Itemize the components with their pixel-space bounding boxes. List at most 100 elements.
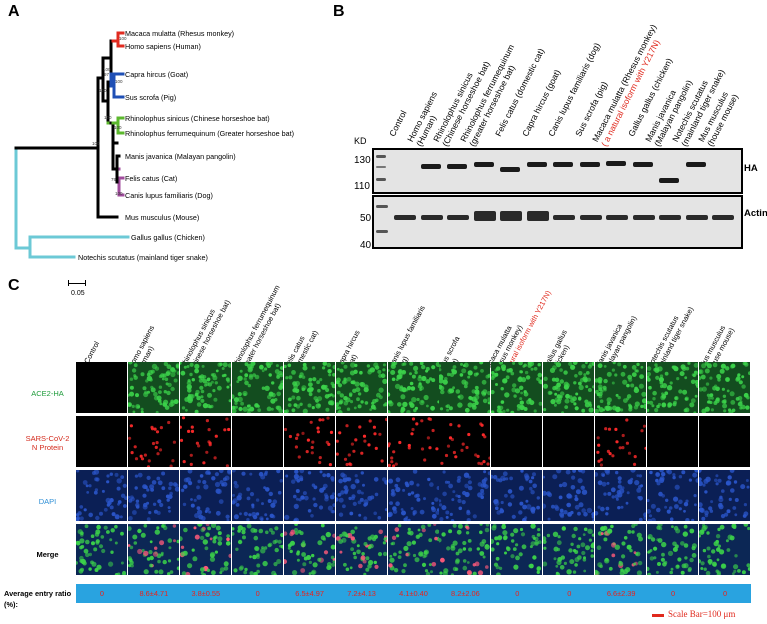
actin-band [659, 215, 681, 220]
if-image-texture [179, 416, 231, 467]
ladder-band [376, 166, 386, 168]
if-image-texture [127, 420, 176, 467]
ratio-bar: 0 8.6±4.71 3.8±0.55 0 6.5±4.97 7.2±4.13 4.1±0.… [76, 584, 751, 603]
entry-ratio-value: 4.1±0.40 [399, 589, 428, 598]
if-image-texture [335, 526, 387, 575]
if-image-tile [76, 416, 127, 467]
if-image-texture [491, 416, 542, 467]
if-image-tile [127, 362, 179, 413]
entry-ratio-value: 0 [99, 589, 105, 598]
tree-species-label: Gallus gallus (Chicken) [131, 233, 205, 242]
tree-scale-label: 0.05 [71, 290, 85, 297]
panel-label-c: C [8, 277, 20, 294]
tree-species-label: Manis javanica (Malayan pangolin) [125, 152, 236, 161]
bootstrap-value: 100 [92, 141, 100, 146]
blot-lane-label-line: Canis lupus familiaris (dog) [546, 41, 603, 138]
entry-ratio-value: 0 [255, 589, 260, 598]
phylogenetic-tree-panel: Macaca mulatta (Rhesus monkey) Homo sapi… [0, 0, 330, 300]
if-image-tile [439, 416, 491, 467]
if-image-texture [491, 470, 541, 521]
entry-ratio-value: 6.6±2.39 [606, 589, 636, 598]
if-image-tile [491, 470, 543, 521]
if-image-tile [231, 524, 283, 575]
western-blot-panel: Control Homo sapiens (Human) Rhinolophus si… [330, 0, 767, 270]
if-image-texture [335, 471, 387, 521]
bootstrap-value: 97 [104, 72, 110, 77]
row-label-text: Merge [36, 550, 59, 559]
if-image-tile [439, 524, 491, 575]
tree-species-label: Rhinolophus ferrumequinum (Greater horse… [125, 129, 294, 138]
row-label-nprotein: SARS-CoV-2 N Protein [20, 434, 75, 452]
if-image-tile [647, 416, 699, 467]
scale-bar [652, 614, 664, 617]
kd-label: KD [354, 136, 367, 146]
if-image-tile [335, 362, 387, 413]
row-label-merge: Merge [20, 550, 75, 559]
tree-species-label: Rhinolophus sinicus (Chinese horseshoe b… [125, 114, 270, 123]
tree-branches [14, 31, 130, 259]
ratio-label: Average entry ratio (%): [4, 588, 71, 610]
if-image-texture [699, 362, 751, 413]
if-image-texture [647, 362, 699, 413]
if-image-texture [335, 417, 387, 467]
if-image-texture [440, 422, 491, 466]
if-image-grid [76, 362, 751, 578]
if-image-tile [595, 524, 647, 575]
if-image-texture [491, 524, 542, 575]
if-image-texture [283, 470, 335, 521]
if-image-texture [387, 524, 439, 575]
if-image-tile [283, 362, 335, 413]
tree-species-label: Notechis scutatus (mainland tiger snake) [78, 253, 208, 262]
if-image-texture [127, 524, 179, 575]
if-image-texture [439, 524, 491, 575]
tree-species-label: Capra hircus (Goat) [125, 70, 189, 79]
if-image-tile [76, 362, 127, 413]
if-image-tile [491, 416, 543, 467]
if-image-texture [699, 416, 750, 467]
if-image-tile [543, 524, 595, 575]
row-label-ace2: ACE2-HA [20, 389, 75, 398]
if-image-tile [127, 524, 179, 575]
if-image-texture [491, 362, 543, 413]
if-image-tile [439, 470, 491, 521]
ha-blot [372, 148, 743, 194]
tree-species-label: Homo sapiens (Human) [125, 42, 201, 51]
if-image-tile [127, 470, 179, 521]
if-image-texture [76, 362, 127, 413]
actin-band [685, 215, 708, 220]
if-image-texture [283, 524, 335, 575]
if-image-texture [596, 418, 647, 467]
if-image-texture [231, 362, 283, 413]
immunofluorescence-panel: Control Homo sapiens (Human) Rhinolophus si… [0, 270, 767, 624]
ratio-label-line: (%): [4, 600, 18, 609]
if-image-texture [387, 470, 439, 521]
if-image-tile [595, 416, 647, 467]
if-image-texture [76, 524, 127, 575]
if-image-texture [180, 470, 231, 521]
if-image-tile [439, 362, 491, 413]
tree-scale-tick [85, 280, 86, 286]
entry-ratio-value: 0 [671, 589, 676, 598]
if-image-texture [335, 362, 387, 413]
ha-label: HA [744, 163, 758, 174]
entry-ratio-value: 7.2±4.13 [347, 589, 376, 598]
actin-band [447, 215, 469, 220]
if-image-tile [699, 416, 751, 467]
ha-band [420, 164, 441, 169]
tree-species-label: Mus musculus (Mouse) [125, 213, 200, 222]
if-image-tile [647, 524, 699, 575]
ha-band [659, 178, 679, 183]
if-image-tile [76, 470, 127, 521]
if-image-tile [595, 470, 647, 521]
if-image-texture [543, 362, 595, 413]
if-image-texture [127, 471, 179, 521]
if-image-texture [387, 362, 439, 413]
if-image-texture [232, 416, 283, 467]
if-image-texture [231, 470, 283, 521]
if-image-tile [387, 362, 439, 413]
if-image-texture [543, 470, 595, 521]
bootstrap-value: 100 [114, 125, 122, 130]
ratio-label-line: Average entry ratio [4, 589, 72, 598]
scale-bar-label: Scale Bar=100 μm [668, 609, 736, 619]
actin-band [632, 215, 655, 220]
